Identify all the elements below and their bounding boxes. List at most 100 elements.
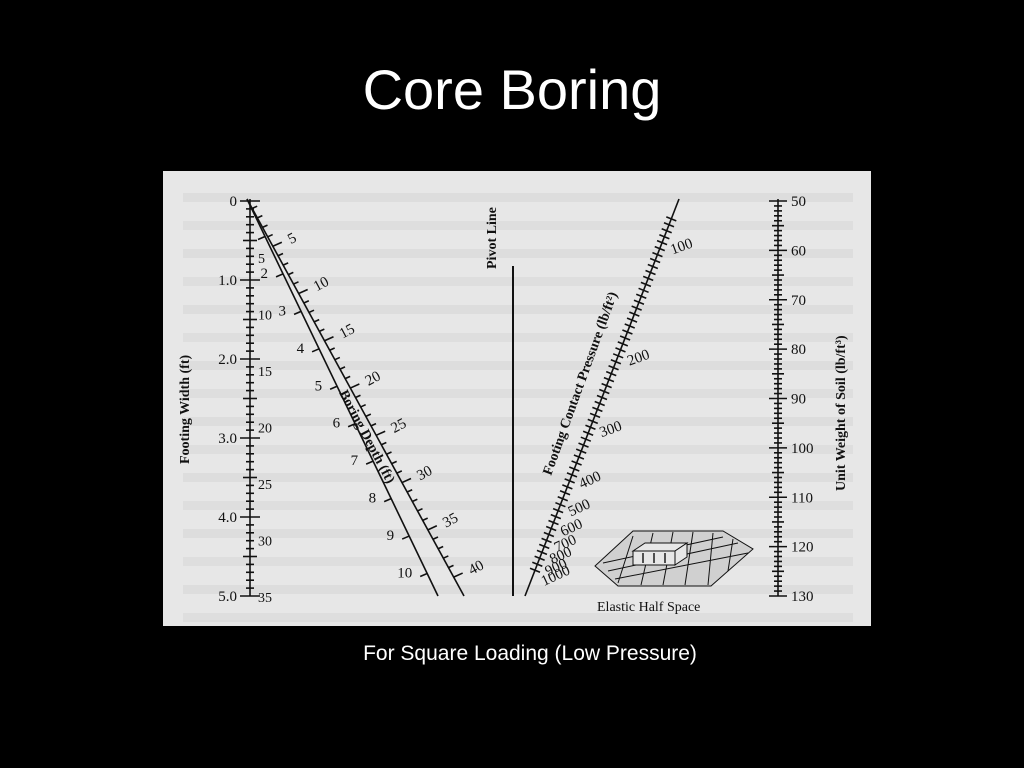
contact-pressure-tick: [571, 460, 582, 466]
contact-pressure-tick: [656, 239, 668, 246]
boring-depth-inner-tick: [311, 348, 320, 353]
boring-depth-outer-tick: [288, 271, 294, 276]
contact-pressure-tick: [592, 406, 603, 413]
contact-pressure-tick: [529, 567, 541, 573]
contact-pressure-tick: [619, 335, 631, 341]
boring-depth-inner-label: 2: [261, 266, 269, 282]
boring-depth-outer-tick: [355, 394, 361, 399]
contact-pressure-tick: [652, 251, 663, 258]
footing-width-label: Footing Width (ft): [178, 355, 193, 464]
boring-depth-outer-tick: [257, 214, 263, 219]
boring-depth-outer-tick: [443, 555, 449, 559]
contact-pressure-tick: [622, 329, 633, 335]
boring-depth-outer-tick: [267, 233, 273, 238]
contact-pressure-tick: [552, 507, 564, 514]
pivot-line-label: Pivot Line: [485, 207, 500, 269]
contact-pressure-tick: [534, 555, 545, 562]
contact-pressure-tick: [615, 347, 626, 353]
nomograph-figure: 0 1.0 2.0 3.0 4.0 5.0 5 10 15 20 25 30 35 Footing Wi…: [163, 171, 871, 626]
boring-depth-inner-tick: [257, 235, 266, 241]
contact-pressure-tick: [559, 490, 571, 496]
boring-depth-axis-inner: [246, 198, 439, 597]
unit-weight-tick-label: 80: [791, 342, 806, 358]
contact-pressure-tick: [599, 388, 610, 395]
contact-pressure-tick: [635, 293, 647, 300]
boring-depth-inner-tick: [347, 422, 356, 428]
boring-depth-outer-label: 30: [414, 463, 435, 484]
boring-depth-outer-label: 5: [285, 230, 299, 248]
boring-depth-outer-tick: [293, 281, 299, 285]
boring-depth-inner-tick: [365, 460, 374, 465]
footing-width-inner-label: 20: [258, 422, 272, 437]
contact-pressure-tick: [587, 418, 599, 425]
boring-depth-outer-tick: [282, 262, 289, 266]
contact-pressure-tick: [661, 228, 672, 234]
footing-width-ticks: 0 1.0 2.0 3.0 4.0 5.0 5 10 15 20 25 30 35: [218, 194, 272, 606]
footing-width-inner-label: 5: [258, 252, 265, 267]
contact-pressure-tick: [617, 341, 629, 347]
boring-depth-outer-tick: [453, 572, 463, 578]
contact-pressure-tick: [649, 257, 661, 264]
contact-pressure-tick: [566, 472, 578, 478]
contact-pressure-tick: [659, 233, 670, 240]
contact-pressure-tick: [545, 525, 557, 532]
boring-depth-outer-tick: [381, 441, 387, 446]
contact-pressure-tick: [666, 216, 677, 222]
contact-pressure-tick: [642, 275, 654, 282]
contact-pressure-tick: [568, 466, 580, 472]
contact-pressure-tick: [538, 543, 550, 550]
contact-pressure-tick-label: 300: [598, 418, 625, 441]
boring-depth-inner-label: 3: [279, 303, 287, 319]
unit-weight-tick-label: 110: [791, 490, 813, 506]
unit-weight-tick-label: 130: [791, 589, 814, 605]
contact-pressure-tick: [640, 281, 652, 288]
boring-depth-inner-tick: [329, 385, 338, 390]
boring-depth-outer-tick: [437, 545, 444, 550]
boring-depth-inner-label: 7: [351, 453, 359, 469]
contact-pressure-tick: [608, 364, 619, 371]
boring-depth-outer-tick: [262, 224, 268, 229]
footing-width-tick-label: 5.0: [218, 589, 237, 605]
footing-width-tick-label: 2.0: [218, 352, 237, 368]
boring-depth-inner-label: 8: [369, 491, 377, 507]
contact-pressure-tick: [610, 359, 622, 365]
contact-pressure-tick: [582, 430, 594, 436]
figure-caption: For Square Loading (Low Pressure): [363, 642, 697, 665]
elastic-half-space-label: Elastic Half Space: [597, 600, 700, 615]
footing-width-inner-label: 15: [258, 365, 272, 380]
contact-pressure-tick: [629, 311, 640, 317]
unit-weight-tick-label: 90: [791, 392, 806, 408]
unit-weight-ticks: 50 60 70 80 90 100 110 120 130: [769, 194, 814, 605]
boring-depth-inner-tick: [419, 572, 428, 578]
slide-title: Core Boring: [362, 58, 662, 121]
boring-depth-outer-label: 35: [440, 510, 461, 531]
unit-weight-label: Unit Weight of Soil (lb/ft³): [834, 335, 849, 491]
boring-depth-outer-tick: [308, 309, 315, 314]
boring-depth-outer-tick: [386, 451, 392, 455]
boring-depth-outer-tick: [406, 489, 413, 493]
footing-width-inner-label: 25: [258, 478, 272, 493]
boring-depth-outer-label: 10: [311, 274, 332, 295]
boring-depth-outer-label: 20: [363, 368, 384, 389]
contact-pressure-tick: [555, 501, 566, 508]
boring-depth-inner-tick: [401, 535, 410, 540]
contact-pressure-tick: [575, 448, 587, 454]
boring-depth-outer-tick: [432, 536, 439, 541]
contact-pressure-tick: [541, 537, 552, 544]
contact-pressure-tick: [580, 436, 592, 442]
contact-pressure-tick: [601, 382, 612, 389]
boring-depth-outer-label: 15: [337, 321, 358, 342]
boring-depth-outer-tick: [417, 507, 423, 512]
boring-depth-outer-tick: [365, 413, 372, 418]
boring-depth-outer-label: 40: [466, 557, 487, 578]
contact-pressure-tick: [663, 222, 675, 228]
contact-pressure-tick: [654, 245, 666, 252]
contact-pressure-tick: [532, 561, 543, 567]
boring-depth-outer-tick: [401, 477, 412, 484]
boring-depth-outer-label: 25: [389, 416, 410, 437]
unit-weight-tick-label: 60: [791, 243, 806, 259]
boring-depth-outer-tick: [350, 383, 360, 389]
boring-depth-outer-tick: [272, 241, 283, 247]
contact-pressure-tick: [633, 299, 645, 305]
